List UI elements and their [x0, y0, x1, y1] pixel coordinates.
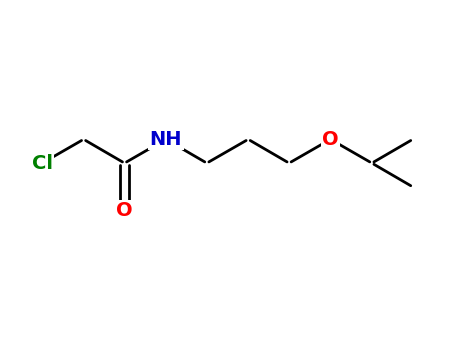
Text: O: O [116, 201, 133, 220]
Text: Cl: Cl [32, 154, 53, 173]
Text: NH: NH [150, 130, 182, 149]
Text: O: O [322, 130, 339, 149]
